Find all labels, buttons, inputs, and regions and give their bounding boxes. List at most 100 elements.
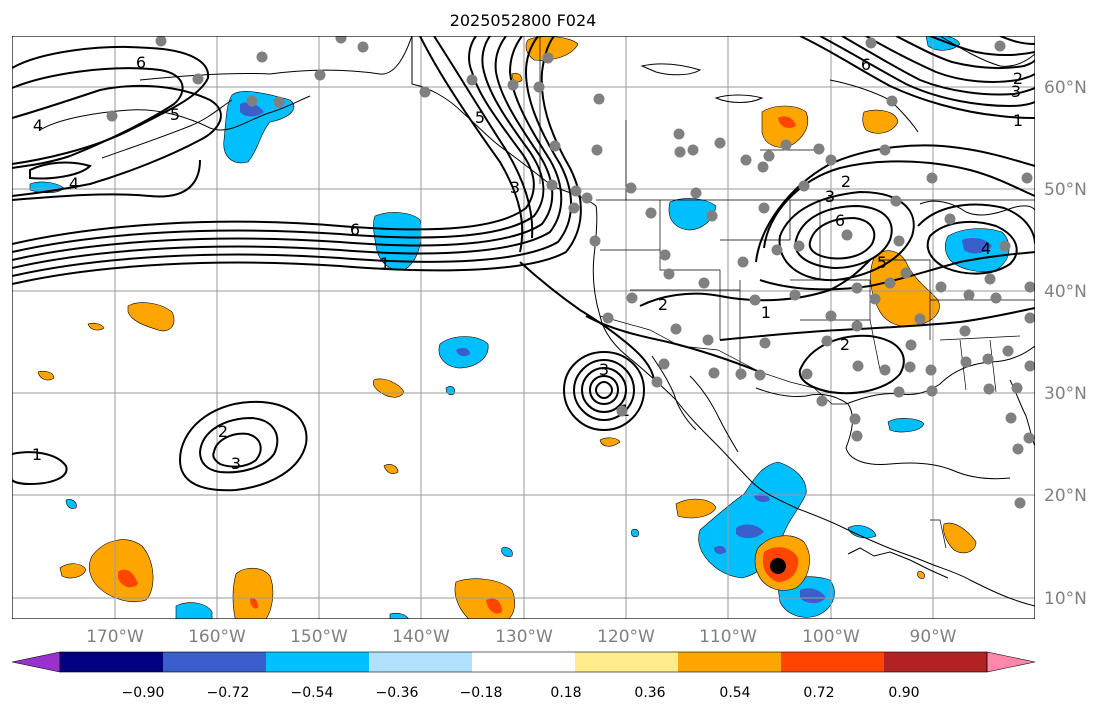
colorbar-tick-label: 0.72 [803,685,834,701]
colorbar-segment [781,652,885,672]
storm-center-marker [770,558,786,574]
station-dot [1023,432,1035,444]
station-dot [651,376,663,388]
colorbar-segment [60,652,164,672]
station-dot [466,74,478,86]
lat-label: 60°N [1044,78,1087,98]
station-dot [706,210,718,222]
colorbar-tick-label: −0.36 [376,685,419,701]
station-dot [825,154,837,166]
station-dot [851,282,863,294]
station-dot [884,277,896,289]
station-dot [879,144,891,156]
colorbar: −0.90 −0.72 −0.54 −0.36 −0.18 0.18 0.36 … [11,651,1036,701]
station-dot [658,358,670,370]
anomaly-fills [29,36,1010,619]
colorbar-tick-label: −0.18 [460,685,503,701]
station-dot [789,289,801,301]
map-area: 6 5 4 4 6 1 5 3 2 3 1 2 1 2 6 3 2 6 5 4 … [12,36,1035,619]
contour-label: 3 [599,360,609,379]
station-dot [549,140,561,152]
station-dot [645,207,657,219]
station-dot [771,244,783,256]
chart-title: 2025052800 F024 [450,11,597,30]
station-dot [670,323,682,335]
station-dot [1024,360,1035,372]
colorbar-segment [369,652,473,672]
station-dot [893,235,905,247]
station-dot [663,268,675,280]
station-dot [990,292,1002,304]
station-dot [959,325,971,337]
station-dot [890,195,902,207]
station-dot [591,144,603,156]
station-dot [763,150,775,162]
contour-label: 3 [510,178,520,197]
contour-label: 2 [1013,69,1023,88]
colorbar-segment [884,652,988,672]
station-dot [314,69,326,81]
contour-label: 5 [877,253,887,272]
station-dot [1024,312,1035,324]
station-dot [687,144,699,156]
station-dot [865,37,877,49]
lat-label: 30°N [1044,384,1087,404]
contour-label: 4 [33,116,43,135]
lon-label: 170°W [86,627,144,647]
colorbar-segment [163,652,267,672]
station-dot [546,179,558,191]
lon-label: 110°W [699,627,757,647]
station-dot [869,293,881,305]
station-dot [1021,172,1033,184]
station-dot [589,235,601,247]
station-dot [570,185,582,197]
station-dot [754,369,766,381]
station-dot [357,41,369,53]
station-dot [708,367,720,379]
station-dot [155,36,167,47]
contour-label: 1 [32,445,42,464]
contour-label: 4 [69,174,79,193]
station-dot [533,81,545,93]
colorbar-tick-labels: −0.90 −0.72 −0.54 −0.36 −0.18 0.18 0.36 … [122,685,920,701]
contour-label: 6 [835,211,845,230]
station-dot [926,385,938,397]
colorbar-segments [11,651,1036,673]
colorbar-segment [575,652,679,672]
contour-label: 3 [825,187,835,206]
contour-label: 6 [136,53,146,72]
contour-label: 6 [861,55,871,74]
station-dot [273,96,285,108]
lon-label: 160°W [188,627,246,647]
station-dot [925,364,937,376]
station-dot [568,202,580,214]
lat-label: 40°N [1044,282,1087,302]
station-dot [758,202,770,214]
station-dot [816,395,828,407]
colorbar-extend-high [986,651,1036,673]
station-dot [852,360,864,372]
station-dot [593,93,605,105]
station-dot [935,281,947,293]
station-dot [757,161,769,173]
station-dot [960,356,972,368]
colorbar-segment [266,652,370,672]
contour-label: 5 [475,108,485,127]
station-dot [944,213,956,225]
contour-label: 1 [380,254,390,273]
lon-label: 140°W [392,627,450,647]
colorbar-tick-label: −0.72 [207,685,250,701]
station-dot [983,383,995,395]
contour-label: 3 [231,454,241,473]
colorbar-tick-label: 0.18 [550,685,581,701]
lat-label: 50°N [1044,180,1087,200]
contour-label: 2 [841,172,851,191]
station-dot [674,146,686,158]
station-markers [106,36,1035,509]
colorbar-segment [678,652,782,672]
station-dot [994,40,1006,52]
station-dot [982,353,994,365]
station-dot [963,289,975,301]
contour-label: 1 [1013,111,1023,130]
